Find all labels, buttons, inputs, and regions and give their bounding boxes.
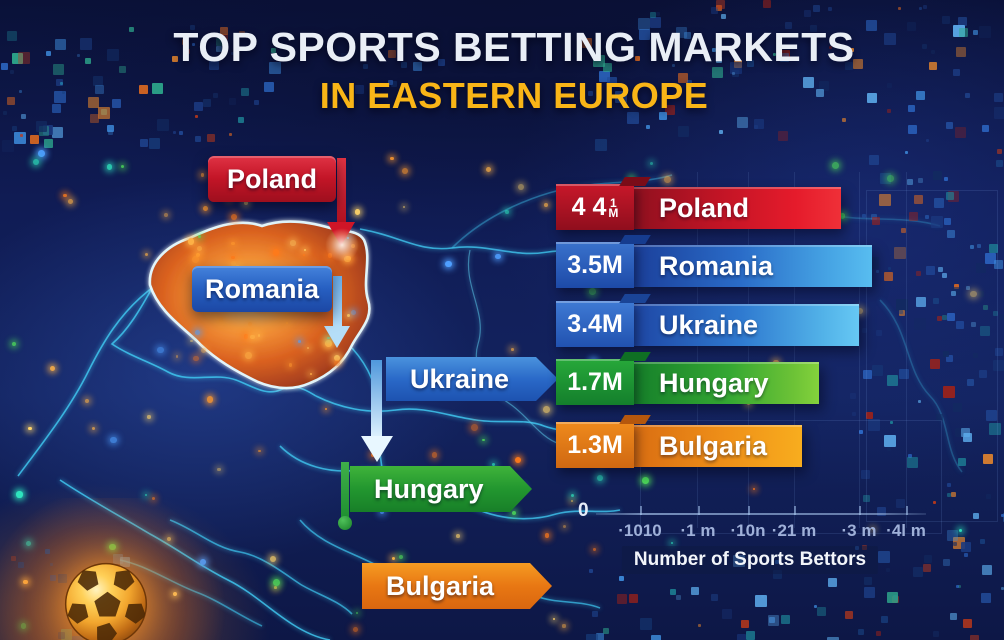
axis-zero-label: 0 — [578, 500, 589, 521]
map-tag-ukraine: Ukraine — [386, 357, 558, 401]
grid-line — [906, 172, 907, 528]
title-line-1: TOP SPORTS BETTING MARKETS — [173, 24, 855, 70]
bar-value-label: 3.5M — [556, 235, 651, 288]
axis-tick-label: ·1010 — [618, 521, 662, 540]
axis-tick — [794, 506, 796, 515]
axis-tick-label: ·3 m — [841, 521, 877, 540]
grid-line — [859, 172, 860, 528]
axis-tick-label: ·4l m — [886, 521, 926, 540]
grid-line — [697, 172, 698, 528]
map-tag-hungary-label: Hungary — [374, 473, 484, 504]
axis-tick-label: ·21 m — [771, 521, 817, 540]
title-block: TOP SPORTS BETTING MARKETS IN EASTERN EU… — [0, 0, 1004, 117]
circuit-trace — [640, 420, 942, 534]
map-tag-poland-label: Poland — [226, 163, 317, 194]
soccer-ball-icon — [64, 562, 148, 640]
bar-country-label: Hungary — [659, 367, 769, 398]
axis-tick-label: ·1 m — [680, 521, 716, 540]
grid-line — [748, 172, 749, 528]
bar-ukraine: Ukraine — [633, 304, 859, 346]
bar-hungary: Hungary — [633, 362, 819, 404]
map-tag-hungary: Hungary — [350, 466, 532, 512]
map-tag-bulgaria: Bulgaria — [362, 563, 552, 609]
axis-tick — [640, 506, 642, 515]
bar-country-label: Romania — [659, 250, 774, 281]
map-tag-ukraine-label: Ukraine — [410, 363, 510, 394]
map-tag-romania: Romania — [192, 266, 332, 312]
grid-line — [794, 172, 795, 528]
bar-poland: Poland — [633, 187, 841, 229]
bar-value-label: 3.4M — [556, 294, 651, 347]
axis-tick — [859, 506, 861, 515]
axis-title: Number of Sports Bettors — [621, 546, 879, 574]
bar-country-label: Ukraine — [659, 309, 759, 340]
circuit-trace — [866, 190, 998, 522]
title-line-2: IN EASTERN EUROPE — [319, 75, 709, 116]
axis-tick — [698, 506, 700, 515]
axis-tick — [906, 506, 908, 515]
bar-value-label: 1.7M — [556, 352, 651, 405]
map-tag-bulgaria-label: Bulgaria — [386, 570, 495, 601]
bar-country-label: Bulgaria — [659, 430, 768, 461]
axis-tick — [748, 506, 750, 515]
map-tag-poland: Poland — [208, 156, 336, 202]
axis-line — [596, 513, 926, 515]
bar-value-label: 1.3M — [556, 415, 651, 468]
bar-country-label: Poland — [659, 192, 750, 223]
bar-romania: Romania — [633, 245, 872, 287]
map-tag-romania-label: Romania — [204, 273, 320, 304]
axis-tick-label: ·10n — [730, 521, 766, 540]
